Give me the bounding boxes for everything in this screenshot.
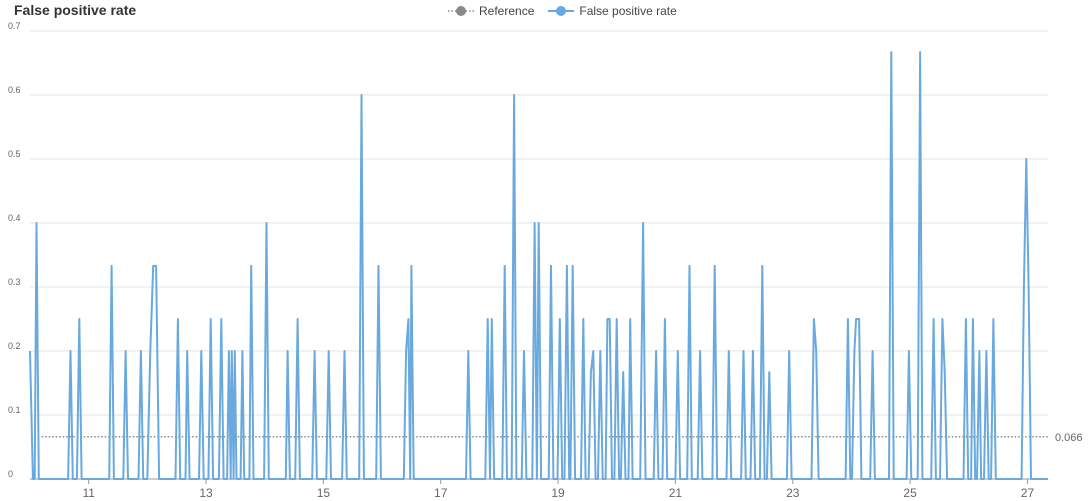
x-tick-label: 27 xyxy=(1021,486,1035,500)
reference-line-icon xyxy=(448,4,474,18)
legend-item-reference[interactable]: Reference xyxy=(448,4,534,18)
x-tick-label: 11 xyxy=(82,486,95,500)
y-tick-label: 0.7 xyxy=(8,21,21,31)
y-axis-ticks: 0 0.1 0.2 0.3 0.4 0.5 0.6 0.7 xyxy=(8,21,21,479)
y-tick-label: 0.6 xyxy=(8,85,21,95)
legend-label-false-positive-rate: False positive rate xyxy=(579,4,677,18)
y-tick-label: 0.5 xyxy=(8,149,21,159)
series-line-icon xyxy=(548,4,575,18)
reference-value-label: 0.066 xyxy=(1055,432,1083,444)
x-tick-label: 21 xyxy=(669,486,683,500)
x-tick-label: 25 xyxy=(903,486,917,500)
x-tick-label: 15 xyxy=(317,486,331,500)
y-tick-label: 0.3 xyxy=(8,277,21,287)
legend: Reference False positive rate xyxy=(448,2,691,20)
y-tick-label: 0 xyxy=(8,469,13,479)
chart-title: False positive rate xyxy=(14,2,137,18)
x-axis-ticks: 11 13 15 17 19 21 23 25 27 xyxy=(82,479,1034,500)
x-tick-label: 23 xyxy=(786,486,800,500)
y-tick-label: 0.4 xyxy=(8,213,21,223)
legend-item-false-positive-rate[interactable]: False positive rate xyxy=(548,4,677,18)
x-tick-label: 19 xyxy=(551,486,565,500)
series-line-false-positive-rate xyxy=(29,51,1048,480)
x-tick-label: 17 xyxy=(434,486,448,500)
x-tick-label: 13 xyxy=(199,486,213,500)
y-tick-label: 0.1 xyxy=(8,405,21,415)
legend-label-reference: Reference xyxy=(479,4,535,18)
y-tick-label: 0.2 xyxy=(8,341,21,351)
